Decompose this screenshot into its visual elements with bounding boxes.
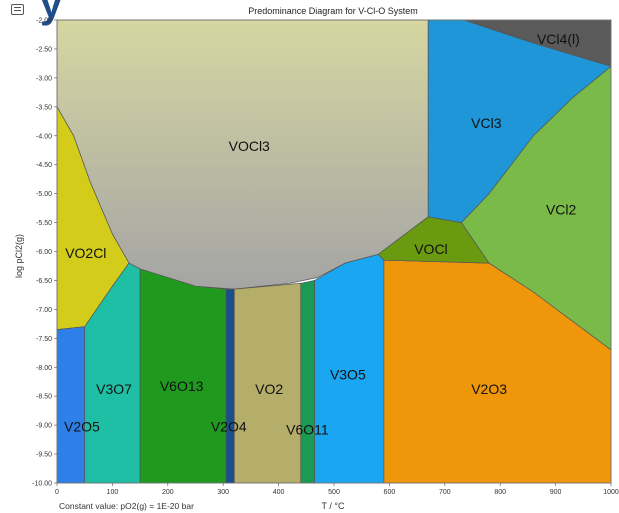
x-tick-label: 100 <box>107 489 119 496</box>
y-tick-label: -5.00 <box>36 191 52 198</box>
region-label-v6o11: V6O11 <box>286 422 329 438</box>
region-label-vo2: VO2 <box>255 381 283 397</box>
region-label-v3o5: V3O5 <box>330 367 366 383</box>
y-tick-label: -2.50 <box>36 46 52 53</box>
y-tick-label: -7.00 <box>36 307 52 314</box>
y-tick-label: -6.50 <box>36 278 52 285</box>
region-layer <box>56 19 612 484</box>
chart-title: Predominance Diagram for V-Cl-O System <box>248 6 418 16</box>
x-tick-label: 300 <box>217 489 229 496</box>
y-tick-label: -5.50 <box>36 220 52 227</box>
y-tick-label: -4.00 <box>36 133 52 140</box>
region-v6o13 <box>139 268 227 484</box>
region-v6o11 <box>300 279 315 484</box>
region-label-v2o5: V2O5 <box>64 419 100 435</box>
region-label-v2o3: V2O3 <box>471 381 507 397</box>
region-label-vocl: VOCl <box>414 241 447 257</box>
x-tick-label: 600 <box>384 489 396 496</box>
x-tick-label: 200 <box>162 489 174 496</box>
y-tick-label: -4.50 <box>36 162 52 169</box>
y-tick-label: -8.00 <box>36 365 52 372</box>
cropped-heading-fragment: y <box>40 0 63 26</box>
y-tick-label: -10.00 <box>32 481 52 488</box>
y-tick-label: -3.00 <box>36 75 52 82</box>
y-axis: -2.00 -2.50 -3.00 -3.50 -4.00 -4.50 -5.00 -5.50… <box>32 18 57 488</box>
region-label-vcl3: VCl3 <box>471 115 502 131</box>
region-label-v6o13: V6O13 <box>160 378 204 394</box>
x-tick-label: 800 <box>494 489 506 496</box>
y-tick-label: -8.50 <box>36 394 52 401</box>
x-tick-label: 900 <box>550 489 562 496</box>
region-label-vcl4-l: VCl4(l) <box>537 31 580 47</box>
x-axis-label: T / °C <box>322 501 345 511</box>
menu-icon[interactable] <box>11 4 24 15</box>
y-axis-label: log pCl2(g) <box>14 234 24 278</box>
region-v2o5 <box>56 326 86 484</box>
region-label-vocl3: VOCl3 <box>229 138 270 154</box>
region-label-layer: VOCl3 VO2Cl V2O5 V3O7 V6O13 V2O4 VO2 V6O11 V3O5 V… <box>64 31 580 438</box>
y-tick-label: -9.00 <box>36 423 52 430</box>
y-tick-label: -2.00 <box>36 18 52 25</box>
region-label-vo2cl: VO2Cl <box>65 245 106 261</box>
y-tick-label: -9.50 <box>36 452 52 459</box>
x-tick-label: 400 <box>273 489 285 496</box>
x-tick-label: 700 <box>439 489 451 496</box>
region-label-v3o7: V3O7 <box>96 381 132 397</box>
region-label-vcl2: VCl2 <box>546 202 577 218</box>
region-v2o4 <box>225 288 235 484</box>
y-tick-label: -6.00 <box>36 249 52 256</box>
x-tick-label: 1000 <box>603 489 619 496</box>
region-label-v2o4: V2O4 <box>211 419 247 435</box>
x-axis: 0 100 200 300 400 500 600 700 800 900 1000 <box>55 483 619 496</box>
constant-value-note: Constant value: pO2(g) = 1E-20 bar <box>59 501 194 511</box>
y-tick-label: -7.50 <box>36 336 52 343</box>
y-tick-label: -3.50 <box>36 104 52 111</box>
x-tick-label: 0 <box>55 489 59 496</box>
x-tick-label: 500 <box>328 489 340 496</box>
